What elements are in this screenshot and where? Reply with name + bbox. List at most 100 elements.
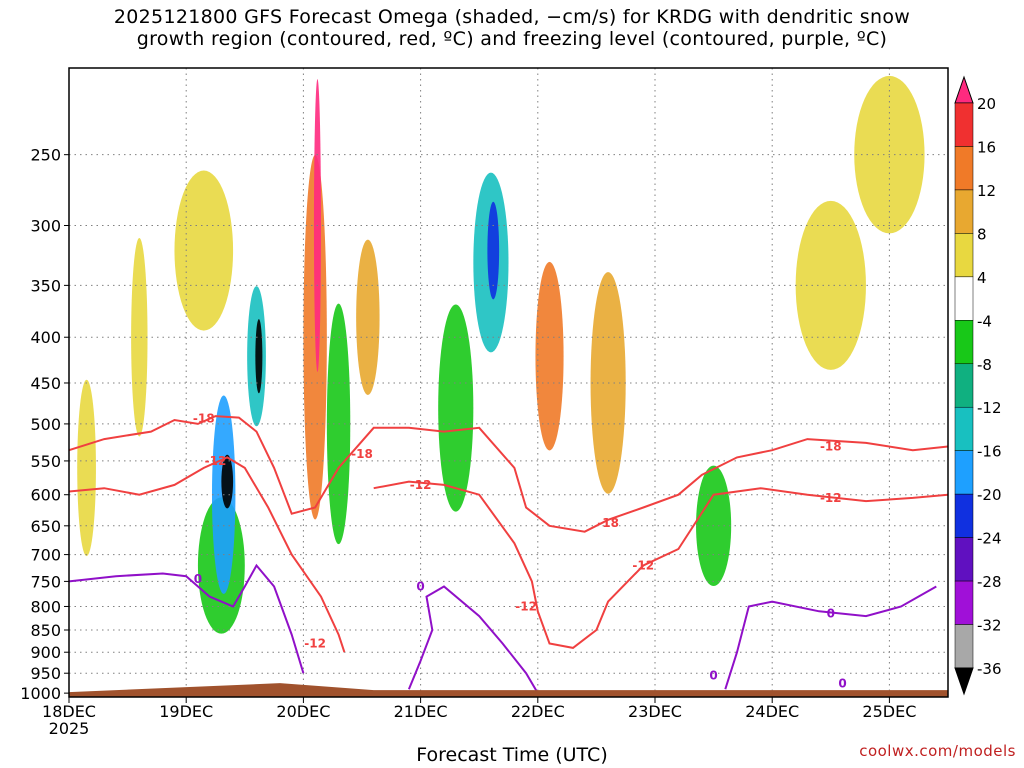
omega-blob-7 — [255, 319, 263, 394]
contour-red-minus18 — [69, 415, 948, 533]
colorbar-label-11: -28 — [977, 573, 1002, 591]
y-tick-label-450: 450 — [30, 374, 61, 393]
colorbar-swatch-11 — [954, 537, 974, 582]
contour-purple-0-a — [69, 563, 305, 674]
omega-shading — [77, 75, 925, 634]
colorbar-label-1: 16 — [977, 139, 996, 157]
contour-red-minus12-b — [373, 480, 948, 649]
plot-frame — [68, 67, 949, 698]
colorbar-swatch-13 — [954, 624, 974, 669]
y-axis: 250 300 350 400 450 500 550 600 650 700 750 800 850 9… — [20, 146, 69, 703]
contours: -18 -12 -18 -12 -18 -12 -18 -12 -12 -12 0 0 0 0 0 — [69, 411, 948, 694]
colorbar-label-3: 8 — [977, 225, 987, 243]
colorbar-swatch-8 — [954, 406, 974, 451]
grid-lines — [69, 68, 948, 697]
contour-label-6: -18 — [820, 440, 842, 454]
omega-blob-14 — [487, 201, 500, 300]
y-tick-label-750: 750 — [30, 572, 61, 591]
omega-blob-11 — [356, 239, 380, 395]
omega-blob-18 — [795, 200, 866, 370]
chart-title: 2025121800 GFS Forecast Omega (shaded, −… — [0, 6, 1024, 50]
y-tick-label-800: 800 — [30, 597, 61, 616]
colorbar-swatch-6 — [954, 320, 974, 365]
y-tick-label-900: 900 — [30, 643, 61, 662]
contour-label-7: -12 — [820, 491, 842, 505]
omega-blob-2 — [174, 170, 234, 331]
colorbar-label-10: -24 — [977, 530, 1002, 548]
colorbar-label-13: -36 — [977, 660, 1002, 678]
omega-blob-12 — [438, 304, 474, 512]
ground-fill — [69, 683, 948, 697]
omega-blob-0 — [77, 379, 96, 557]
y-tick-label-1000: 1000 — [20, 684, 61, 703]
site-credit[interactable]: coolwx.com/models — [859, 742, 1016, 760]
colorbar-swatch-4 — [954, 233, 974, 278]
colorbar-swatch-5 — [954, 276, 974, 321]
x-tick-label-5-0: 23DEC — [628, 702, 682, 721]
omega-blob-1 — [131, 238, 148, 437]
omega-blob-15 — [535, 261, 564, 451]
contour-label-3: -12 — [410, 478, 432, 492]
contour-label-0: -18 — [193, 411, 215, 425]
contour-purple-0-c — [724, 585, 937, 690]
colorbar-swatch-10 — [954, 493, 974, 538]
colorbar-label-6: -8 — [977, 356, 992, 374]
contour-label-10: 0 — [194, 572, 202, 586]
colorbar-label-7: -12 — [977, 399, 1002, 417]
contour-label-11: 0 — [416, 580, 424, 594]
x-tick-label-2-0: 20DEC — [276, 702, 330, 721]
contour-label-8: -12 — [515, 599, 537, 613]
x-tick-label-1-0: 19DEC — [159, 702, 213, 721]
colorbar-swatch-7 — [954, 363, 974, 408]
contour-label-13: 0 — [709, 668, 717, 682]
colorbar-label-2: 12 — [977, 182, 996, 200]
colorbar-swatch-3 — [954, 189, 974, 234]
contour-label-2: -18 — [351, 447, 373, 461]
colorbar-bottom-arrow — [954, 667, 974, 696]
y-tick-label-950: 950 — [30, 664, 61, 683]
contour-label-12: 0 — [827, 607, 835, 621]
colorbar-swatch-12 — [954, 580, 974, 625]
colorbar-swatch-9 — [954, 450, 974, 495]
x-tick-label-3-0: 21DEC — [394, 702, 448, 721]
ground-terrain — [69, 683, 948, 697]
colorbar-label-5: -4 — [977, 312, 992, 330]
y-tick-label-850: 850 — [30, 621, 61, 640]
title-line-2: growth region (contoured, red, ºC) and f… — [136, 28, 888, 50]
colorbar-label-4: 4 — [977, 269, 987, 287]
contour-label-1: -12 — [205, 454, 227, 468]
y-tick-label-400: 400 — [30, 328, 61, 347]
contour-purple-0-b — [407, 585, 539, 694]
y-tick-label-600: 600 — [30, 486, 61, 505]
contour-label-4: -18 — [597, 516, 619, 530]
colorbar: 20 16 12 8 4 -4 -8 -12 -16 -20 -24 -28 -32 -36 — [954, 75, 1002, 696]
y-tick-label-650: 650 — [30, 517, 61, 536]
x-tick-label-6-0: 24DEC — [745, 702, 799, 721]
x-tick-label-0-1: 2025 — [49, 719, 90, 738]
colorbar-swatch-2 — [954, 146, 974, 191]
contour-label-5: -12 — [632, 559, 654, 573]
y-tick-label-500: 500 — [30, 415, 61, 434]
y-tick-label-300: 300 — [30, 216, 61, 235]
colorbar-top-arrow — [954, 75, 974, 104]
y-tick-label-700: 700 — [30, 546, 61, 565]
contour-label-9: -12 — [304, 636, 326, 650]
colorbar-label-12: -32 — [977, 617, 1002, 635]
x-tick-label-0-0: 18DEC — [42, 702, 96, 721]
y-tick-label-550: 550 — [30, 452, 61, 471]
x-tick-label-4-0: 22DEC — [511, 702, 565, 721]
contour-red-minus12-a — [69, 456, 346, 653]
x-axis-title: Forecast Time (UTC) — [0, 744, 1024, 766]
y-tick-label-350: 350 — [30, 276, 61, 295]
colorbar-swatch-1 — [954, 102, 974, 147]
contour-label-14: 0 — [838, 676, 846, 690]
x-tick-label-7-0: 25DEC — [862, 702, 916, 721]
x-axis-label: Forecast Time (UTC) — [416, 744, 608, 766]
omega-blob-8 — [303, 155, 327, 520]
colorbar-label-9: -20 — [977, 486, 1002, 504]
colorbar-label-0: 20 — [977, 95, 996, 113]
title-line-1: 2025121800 GFS Forecast Omega (shaded, −… — [113, 6, 911, 28]
colorbar-label-8: -16 — [977, 443, 1002, 461]
